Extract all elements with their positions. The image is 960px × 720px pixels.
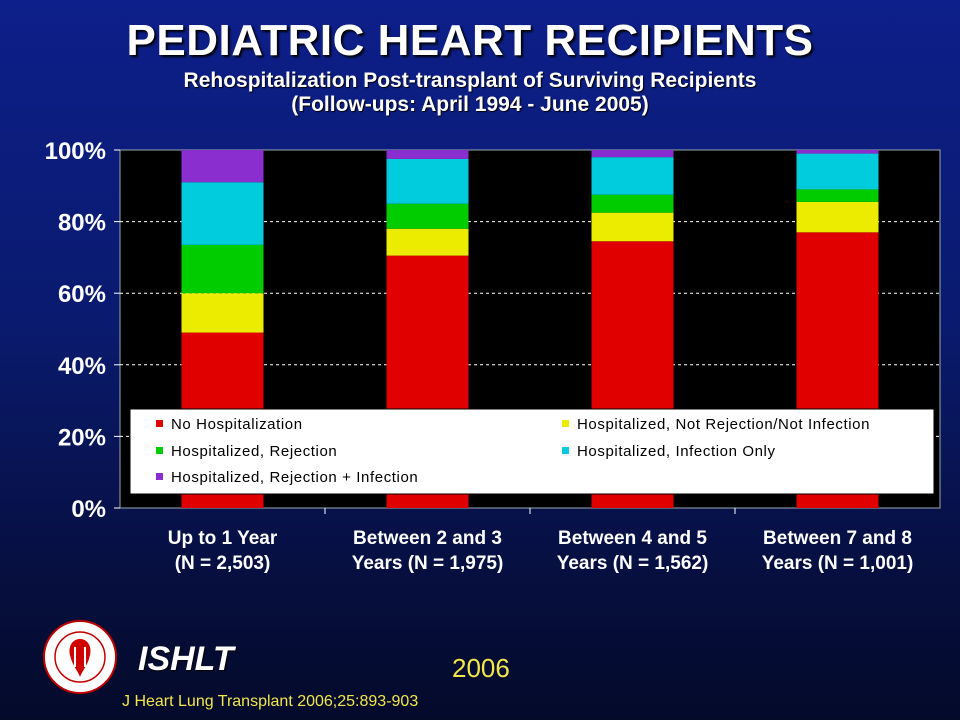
bar-segment (591, 212, 674, 242)
legend-label: Hospitalized, Infection Only (577, 443, 776, 460)
x-tick-label: (N = 2,503) (175, 553, 271, 574)
legend-swatch (562, 420, 569, 427)
bar-segment (591, 194, 674, 213)
y-tick-label: 100% (45, 138, 106, 165)
bar-segment (181, 244, 264, 294)
legend-label: No Hospitalization (171, 416, 303, 433)
bar-segment (386, 150, 469, 159)
citation-text: J Heart Lung Transplant 2006;25:893-903 (122, 693, 419, 710)
legend-swatch (156, 447, 163, 454)
y-tick-label: 0% (71, 496, 106, 523)
bar-segment (386, 203, 469, 229)
legend-swatch (156, 420, 163, 427)
legend-label: Hospitalized, Not Rejection/Not Infectio… (577, 416, 870, 433)
bar-segment (181, 150, 264, 183)
x-tick-label: Between 4 and 5 (558, 528, 707, 549)
bar-segment (181, 293, 264, 333)
y-tick-label: 80% (58, 210, 106, 237)
x-tick-label: Between 2 and 3 (353, 528, 502, 549)
x-tick-label: Up to 1 Year (168, 528, 278, 549)
bar-segment (796, 153, 879, 190)
legend-label: Hospitalized, Rejection (171, 443, 337, 460)
ishlt-seal-icon (43, 620, 117, 694)
legend-swatch (562, 447, 569, 454)
bar-segment (591, 150, 674, 158)
chart-subtitle-line1: Rehospitalization Post-transplant of Sur… (183, 69, 757, 92)
bar-segment (386, 228, 469, 256)
legend-swatch (156, 473, 163, 480)
year-label: 2006 (452, 653, 510, 683)
chart-title: PEDIATRIC HEART RECIPIENTS (126, 16, 814, 65)
x-tick-label: Years (N = 1,975) (352, 553, 504, 574)
y-tick-label: 20% (58, 424, 106, 451)
x-tick-label: Years (N = 1,001) (762, 553, 914, 574)
bar-segment (591, 157, 674, 195)
legend-box (129, 408, 935, 495)
legend-label: Hospitalized, Rejection + Infection (171, 469, 418, 486)
y-tick-label: 60% (58, 281, 106, 308)
bar-segment (796, 201, 879, 233)
org-label: ISHLT (138, 640, 234, 678)
bar-segment (181, 182, 264, 245)
bar-segment (796, 150, 879, 154)
bar-segment (796, 189, 879, 202)
x-tick-label: Between 7 and 8 (763, 528, 912, 549)
x-tick-label: Years (N = 1,562) (557, 553, 709, 574)
chart-subtitle-line2: (Follow-ups: April 1994 - June 2005) (291, 93, 649, 116)
bar-segment (386, 158, 469, 204)
y-tick-label: 40% (58, 353, 106, 380)
